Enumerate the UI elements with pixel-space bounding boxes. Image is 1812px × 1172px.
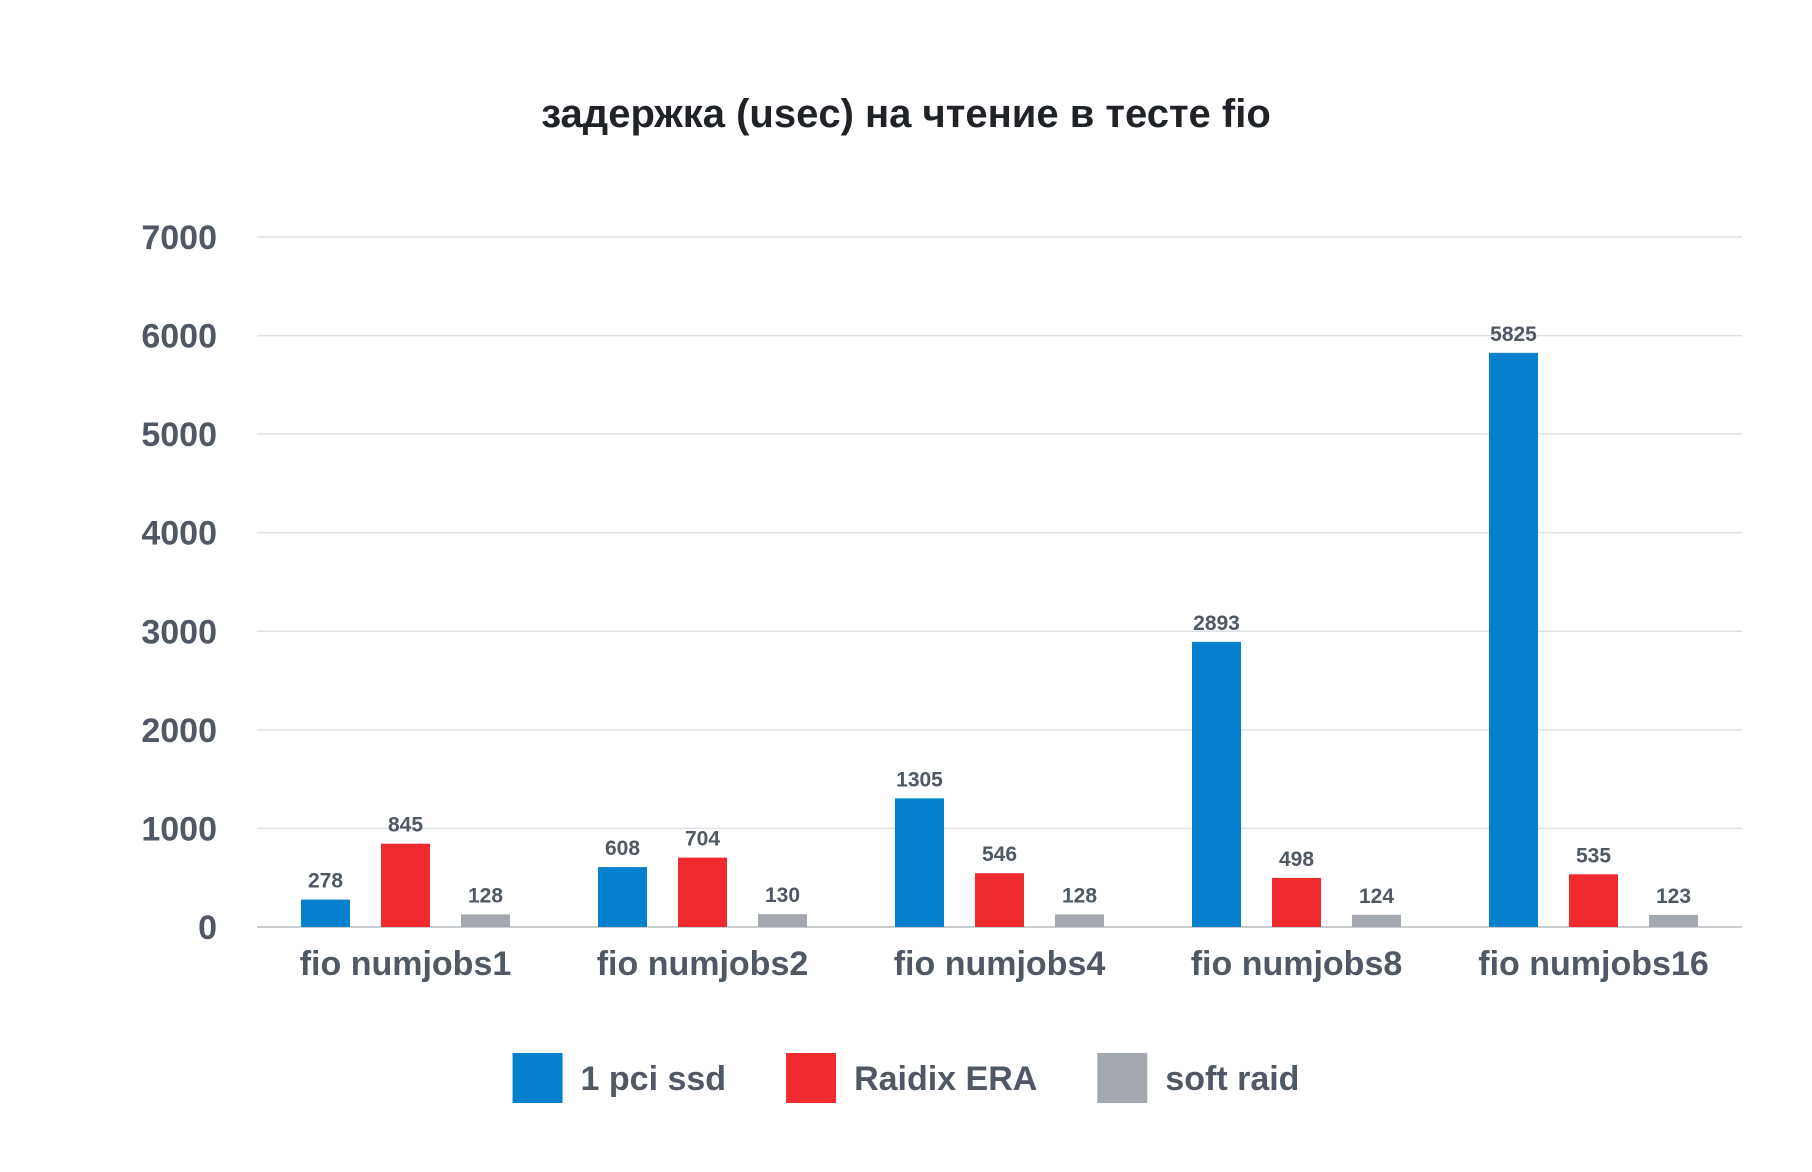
y-tick-label: 7000 xyxy=(141,219,217,257)
bar xyxy=(895,798,944,927)
data-label: 845 xyxy=(388,814,423,837)
x-tick-label: fio numjobs16 xyxy=(1478,945,1708,983)
x-tick-label: fio numjobs1 xyxy=(300,945,512,983)
data-label: 535 xyxy=(1576,844,1611,867)
data-label: 128 xyxy=(468,884,503,907)
data-label: 498 xyxy=(1279,848,1314,871)
data-label: 130 xyxy=(765,884,800,907)
bars xyxy=(301,352,1698,928)
y-tick-label: 0 xyxy=(198,909,217,947)
x-axis: fio numjobs1 fio numjobs2 fio numjobs4 fio … xyxy=(300,945,1709,983)
data-label: 278 xyxy=(308,870,343,893)
bar xyxy=(1192,641,1241,927)
bar xyxy=(758,914,807,927)
legend: 1 pci ssd Raidix ERA soft raid xyxy=(512,1053,1299,1103)
legend-label: soft raid xyxy=(1165,1060,1299,1098)
data-label: 5825 xyxy=(1490,323,1537,346)
legend-item: 1 pci ssd xyxy=(512,1053,727,1103)
x-tick-label: fio numjobs4 xyxy=(894,945,1106,983)
legend-label: 1 pci ssd xyxy=(581,1060,727,1098)
data-label: 1305 xyxy=(896,768,943,791)
bar xyxy=(381,843,430,927)
data-label: 546 xyxy=(982,843,1017,866)
bar xyxy=(1352,914,1401,927)
legend-label: Raidix ERA xyxy=(854,1060,1037,1098)
bar xyxy=(1489,352,1538,928)
data-label: 128 xyxy=(1062,884,1097,907)
bar xyxy=(301,899,350,927)
data-label: 123 xyxy=(1656,885,1691,908)
data-label: 2893 xyxy=(1193,612,1240,635)
y-axis: 0 1000 2000 3000 4000 5000 6000 7000 xyxy=(141,219,217,947)
legend-swatch xyxy=(1097,1053,1148,1103)
data-label: 704 xyxy=(685,828,720,851)
data-labels: 278 845 128 608 704 130 1305 546 128 2893 498 124 58… xyxy=(308,323,1691,908)
bar xyxy=(1569,874,1618,927)
x-tick-label: fio numjobs2 xyxy=(597,945,809,983)
bar xyxy=(461,914,510,927)
bar xyxy=(678,857,727,927)
y-tick-label: 4000 xyxy=(141,515,217,553)
bar xyxy=(1272,877,1321,927)
y-tick-label: 3000 xyxy=(141,613,217,651)
y-tick-label: 5000 xyxy=(141,416,217,454)
legend-swatch xyxy=(786,1053,837,1103)
y-tick-label: 1000 xyxy=(141,810,217,848)
data-label: 124 xyxy=(1359,885,1394,908)
chart-title: задержка (usec) на чтение в тесте fio xyxy=(541,92,1271,136)
legend-item: Raidix ERA xyxy=(786,1053,1037,1103)
y-tick-label: 2000 xyxy=(141,712,217,750)
bar xyxy=(1649,914,1698,927)
y-tick-label: 6000 xyxy=(141,318,217,356)
bar xyxy=(975,873,1024,927)
bar xyxy=(1055,914,1104,927)
x-tick-label: fio numjobs8 xyxy=(1191,945,1403,983)
data-label: 608 xyxy=(605,837,640,860)
bar xyxy=(598,867,647,927)
legend-swatch xyxy=(512,1053,563,1103)
legend-item: soft raid xyxy=(1097,1053,1299,1103)
